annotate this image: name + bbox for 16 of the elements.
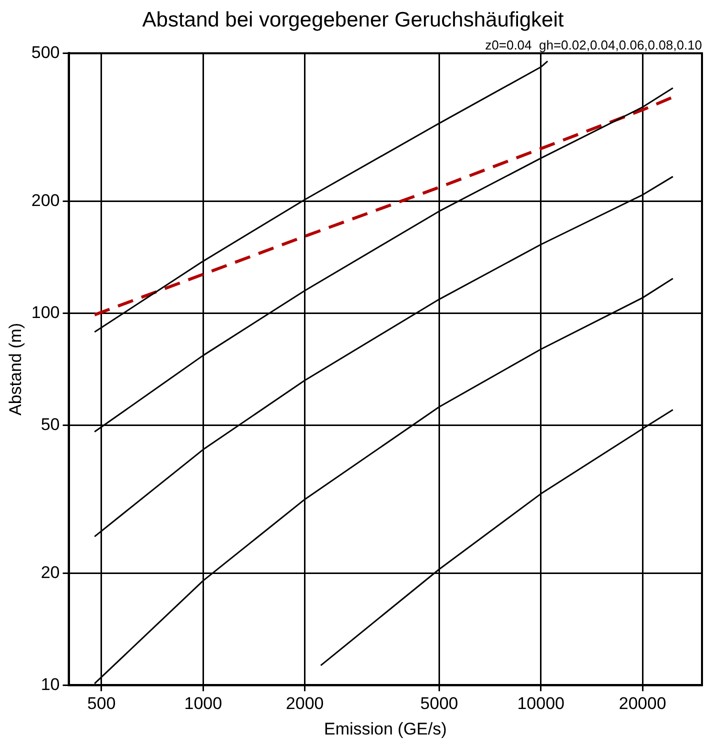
y-tick-label: 200 <box>31 190 60 210</box>
text: z0=0.04 gh=0.02,0.04,0.06,0.08,0.10 <box>485 37 702 52</box>
y-tick-label: 100 <box>31 302 60 322</box>
x-tick-label: 20000 <box>618 694 666 714</box>
x-axis-title: Emission (GE/s) <box>324 719 447 738</box>
y-tick-label: 10 <box>40 674 60 694</box>
x-tick-label: 10000 <box>517 694 565 714</box>
x-tick-label: 500 <box>87 694 116 714</box>
y-tick-label: 50 <box>40 414 60 434</box>
y-tick-label: 500 <box>31 42 60 62</box>
y-tick-label: 20 <box>40 562 60 582</box>
x-tick-label: 1000 <box>184 694 222 714</box>
y-axis-title: Abstand (m) <box>6 322 25 416</box>
chart-title: Abstand bei vorgegebener Geruchshäufigkeit <box>142 8 564 32</box>
x-tick-label: 2000 <box>286 694 324 714</box>
x-tick-label: 5000 <box>420 694 458 714</box>
